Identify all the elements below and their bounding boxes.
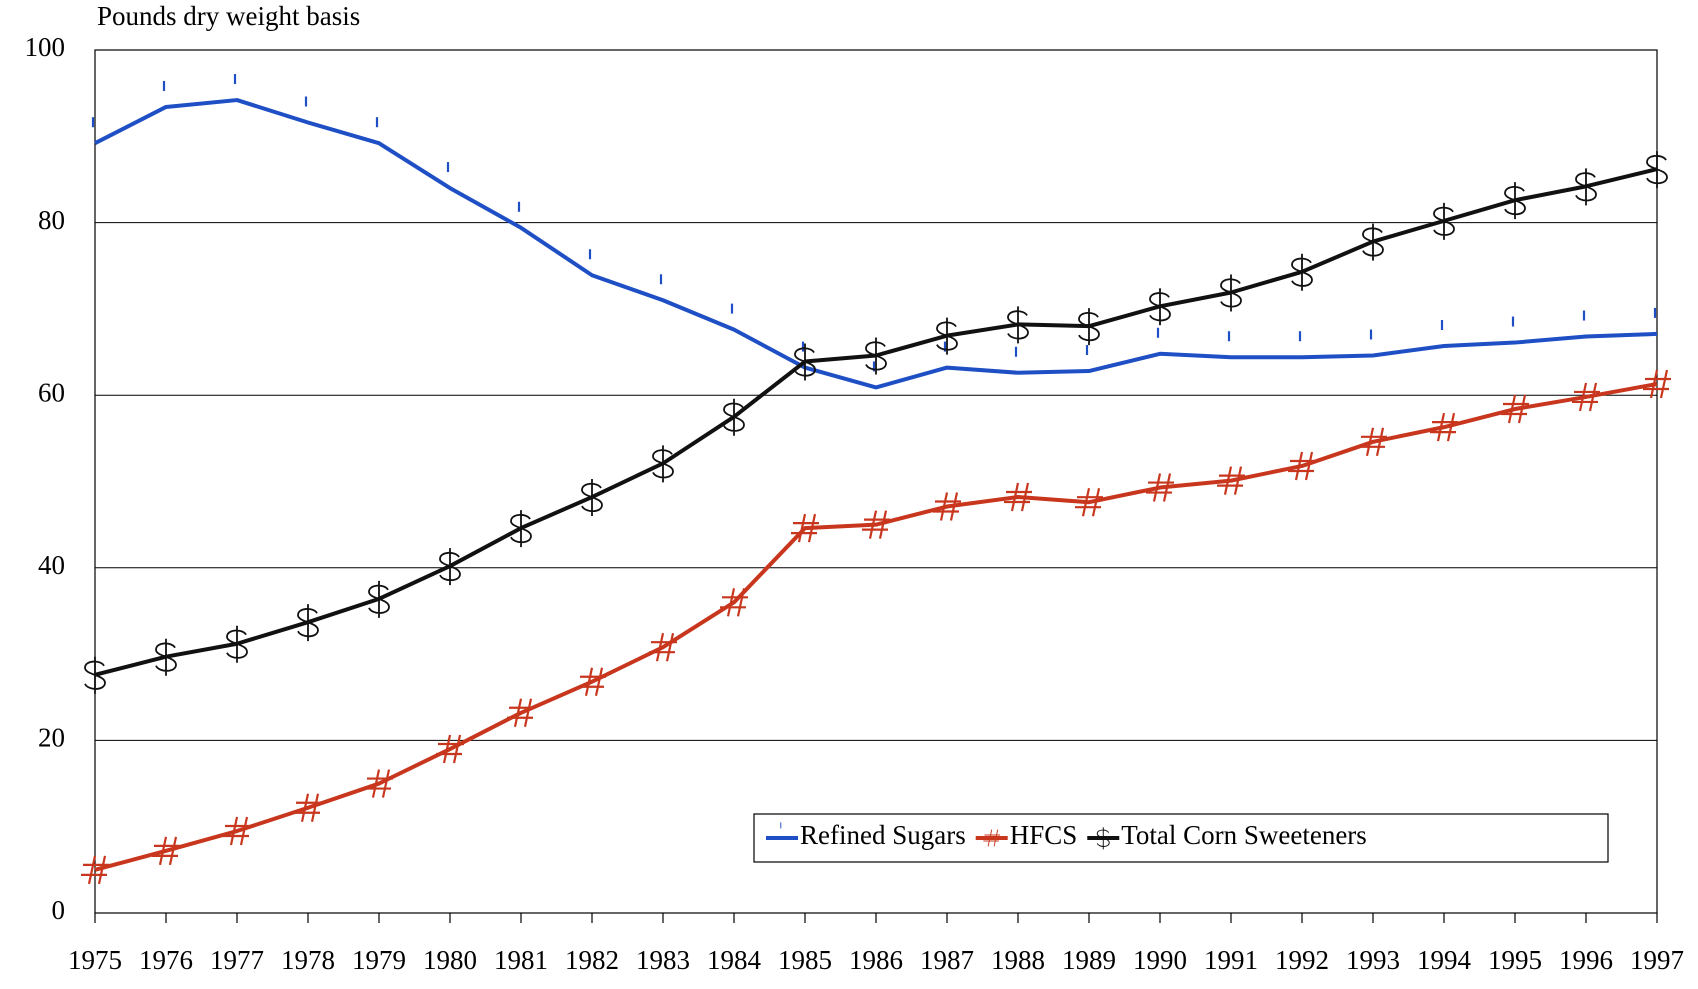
series-line	[94, 167, 1658, 677]
y-tick-label: 40	[38, 550, 65, 580]
x-tick-label: 1995	[1488, 945, 1542, 975]
marker	[649, 632, 677, 662]
marker	[1075, 487, 1103, 517]
x-tick-label: 1988	[991, 945, 1045, 975]
marker	[507, 698, 535, 728]
x-tick-label: 1981	[494, 945, 548, 975]
marker	[439, 548, 461, 586]
marker	[1288, 451, 1316, 481]
marker	[155, 638, 177, 676]
legend-label: Total Corn Sweeteners	[1121, 820, 1367, 850]
marker	[1575, 168, 1597, 206]
legend-marker	[1096, 827, 1110, 850]
marker	[1078, 308, 1100, 346]
marker	[1007, 306, 1029, 344]
marker	[152, 836, 180, 866]
marker	[1149, 288, 1171, 326]
x-tick-label: 1992	[1275, 945, 1329, 975]
marker	[81, 855, 109, 885]
marker	[1433, 202, 1455, 240]
marker	[723, 398, 745, 436]
y-tick-label: 80	[38, 205, 65, 235]
x-tick-label: 1975	[68, 945, 122, 975]
x-tick-label: 1996	[1559, 945, 1613, 975]
marker	[581, 479, 603, 517]
marker	[436, 734, 464, 764]
x-tick-label: 1979	[352, 945, 406, 975]
x-tick-label: 1990	[1133, 945, 1187, 975]
legend-label: HFCS	[1010, 820, 1078, 850]
marker	[1362, 223, 1384, 261]
x-tick-label: 1997	[1630, 945, 1684, 975]
y-tick-label: 0	[52, 895, 66, 925]
marker	[223, 816, 251, 846]
x-tick-label: 1983	[636, 945, 690, 975]
marker	[84, 656, 106, 694]
x-tick-label: 1982	[565, 945, 619, 975]
marker	[368, 580, 390, 618]
y-axis-label: Pounds dry weight basis	[97, 1, 360, 31]
x-tick-label: 1985	[778, 945, 832, 975]
marker	[297, 604, 319, 642]
plot-frame	[94, 49, 1658, 914]
marker	[1217, 466, 1245, 495]
marker	[720, 588, 748, 617]
marker	[1643, 369, 1671, 399]
legend-marker	[983, 829, 1001, 847]
legend-label: Refined Sugars	[800, 820, 966, 850]
marker	[1572, 382, 1600, 412]
marker	[1359, 427, 1387, 457]
marker	[1220, 274, 1242, 312]
marker	[1146, 473, 1174, 502]
marker	[1430, 412, 1458, 442]
marker	[652, 445, 674, 483]
marker	[1291, 253, 1313, 291]
marker	[794, 343, 816, 381]
marker	[1501, 394, 1529, 424]
marker	[1004, 482, 1032, 512]
x-tick-label: 1978	[281, 945, 335, 975]
x-tick-label: 1991	[1204, 945, 1258, 975]
x-tick-label: 1977	[210, 945, 264, 975]
marker	[791, 513, 819, 543]
y-tick-label: 20	[38, 723, 65, 753]
y-tick-label: 60	[38, 377, 65, 407]
marker	[578, 667, 606, 696]
x-tick-label: 1986	[849, 945, 903, 975]
series-line	[94, 98, 1658, 390]
marker	[365, 769, 393, 798]
legend-box	[753, 813, 1609, 863]
marker	[862, 510, 890, 539]
x-tick-label: 1993	[1346, 945, 1400, 975]
marker	[1646, 151, 1668, 189]
x-tick-label: 1989	[1062, 945, 1116, 975]
marker	[865, 337, 887, 375]
x-tick-label: 1987	[920, 945, 974, 975]
marker	[933, 492, 961, 521]
series-line	[94, 382, 1658, 872]
marker	[1504, 182, 1526, 220]
x-tick-label: 1976	[139, 945, 193, 975]
marker	[294, 793, 322, 822]
marker	[936, 317, 958, 355]
x-tick-label: 1994	[1417, 945, 1472, 975]
marker	[510, 510, 532, 548]
y-tick-label: 100	[25, 32, 66, 62]
x-tick-label: 1980	[423, 945, 477, 975]
x-tick-label: 1984	[707, 945, 762, 975]
marker	[226, 625, 248, 663]
